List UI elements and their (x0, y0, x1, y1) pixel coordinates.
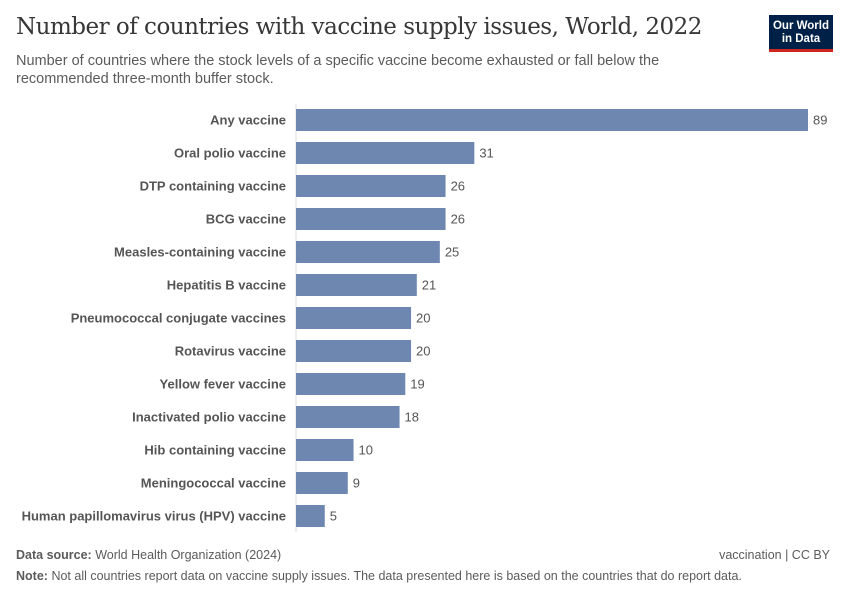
source-link[interactable]: World Health Organization (2024) (95, 548, 282, 562)
bar[interactable] (296, 505, 325, 527)
category-label: Any vaccine (210, 113, 286, 128)
category-label: Pneumococcal conjugate vaccines (71, 311, 286, 326)
category-label: Meningococcal vaccine (141, 476, 286, 491)
category-label: Oral polio vaccine (174, 146, 286, 161)
bar[interactable] (296, 241, 440, 263)
source-label: Data source: (16, 548, 92, 562)
bar[interactable] (296, 340, 412, 362)
bar[interactable] (296, 373, 406, 395)
value-label: 26 (451, 212, 465, 227)
bar[interactable] (296, 208, 446, 230)
category-label: BCG vaccine (206, 212, 286, 227)
chart-subtitle: Number of countries where the stock leve… (16, 53, 660, 87)
value-label: 9 (353, 476, 360, 491)
bar[interactable] (296, 142, 475, 164)
note: Note: Not all countries report data on v… (16, 569, 742, 583)
bar[interactable] (296, 175, 446, 197)
note-label: Note: (16, 569, 48, 583)
category-label: Hepatitis B vaccine (167, 278, 286, 293)
value-label: 20 (416, 311, 430, 326)
value-label: 21 (422, 278, 436, 293)
category-label: Inactivated polio vaccine (132, 410, 286, 425)
chart-title: Number of countries with vaccine supply … (16, 14, 702, 40)
bar[interactable] (296, 307, 412, 329)
bar[interactable] (296, 439, 354, 461)
category-label: Measles-containing vaccine (114, 245, 286, 260)
value-label: 20 (416, 344, 430, 359)
data-source: Data source: World Health Organization (… (16, 548, 281, 562)
owid-logo[interactable]: Our World in Data (769, 15, 833, 52)
category-label: Yellow fever vaccine (160, 377, 286, 392)
value-label: 89 (813, 113, 827, 128)
bar[interactable] (296, 274, 417, 296)
category-label: DTP containing vaccine (140, 179, 286, 194)
bar[interactable] (296, 109, 808, 131)
note-text: Not all countries report data on vaccine… (51, 569, 742, 583)
bar-chart: Any vaccine 89 Oral polio vaccine 31 DTP con… (22, 104, 827, 532)
value-label: 18 (405, 410, 419, 425)
value-label: 5 (330, 509, 337, 524)
value-label: 31 (479, 146, 493, 161)
category-label: Hib containing vaccine (144, 443, 286, 458)
value-label: 19 (410, 377, 424, 392)
category-label: Rotavirus vaccine (175, 344, 286, 359)
value-label: 25 (445, 245, 459, 260)
category-label: Human papillomavirus virus (HPV) vaccine (22, 509, 286, 524)
bar[interactable] (296, 472, 348, 494)
license-link[interactable]: vaccination | CC BY (719, 548, 830, 562)
bar[interactable] (296, 406, 400, 428)
value-label: 26 (451, 179, 465, 194)
value-label: 10 (359, 443, 373, 458)
